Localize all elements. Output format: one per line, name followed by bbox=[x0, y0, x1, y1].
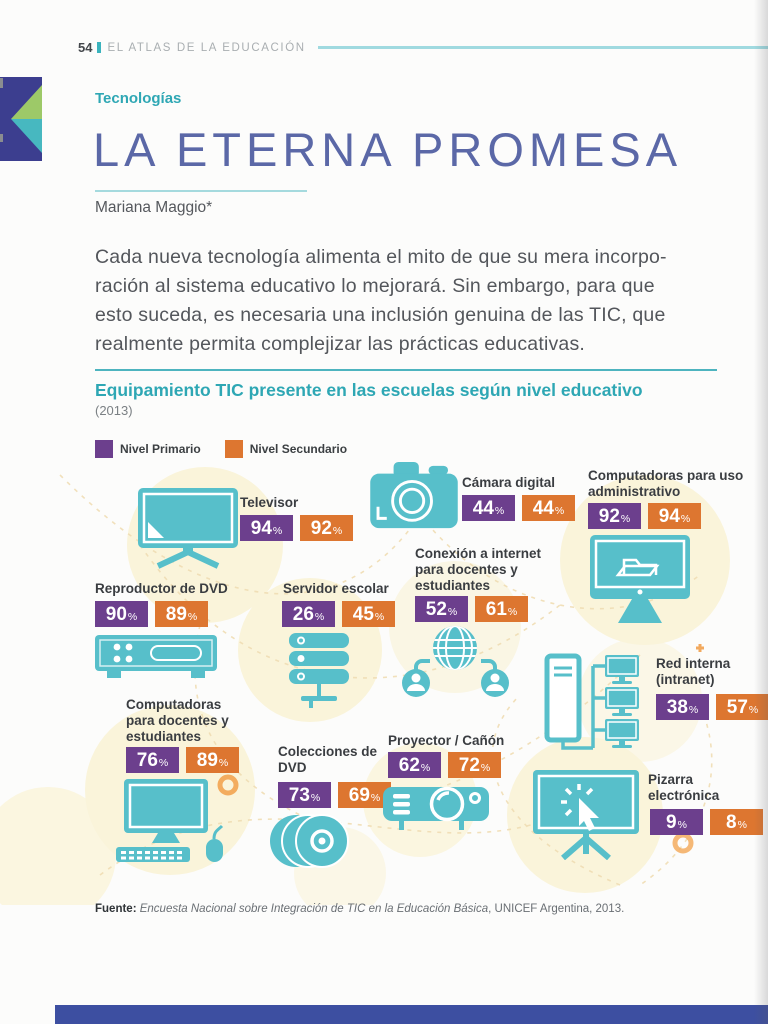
item-label-admin: Computadoras para uso administrativo bbox=[588, 468, 744, 499]
page-number: 54 bbox=[78, 40, 93, 55]
page-title: LA ETERNA PROMESA bbox=[93, 123, 683, 176]
item-values-pizarra: 9% 8% bbox=[650, 809, 763, 835]
item-label-servidor: Servidor escolar bbox=[283, 581, 389, 596]
item-label-red-interna: Red interna (intranet) bbox=[656, 656, 731, 687]
item-values-admin: 92% 94% bbox=[588, 503, 701, 529]
value-secundario: 89% bbox=[186, 747, 239, 773]
value-primario: 76% bbox=[126, 747, 179, 773]
value-secundario: 44% bbox=[522, 495, 575, 521]
item-label-comp-docentes: Computadoras para docentes y estudiantes bbox=[126, 697, 229, 744]
value-secundario: 8% bbox=[710, 809, 763, 835]
legend-label: Nivel Secundario bbox=[249, 442, 348, 456]
source-text-rest: , UNICEF Argentina, 2013. bbox=[488, 903, 625, 915]
value-primario: 90% bbox=[95, 601, 148, 627]
item-label-colecciones: Colecciones de DVD bbox=[278, 744, 378, 775]
next-page-edge bbox=[55, 1005, 768, 1024]
value-secundario: 92% bbox=[300, 515, 353, 541]
value-primario: 52% bbox=[415, 596, 468, 622]
author-byline: Mariana Maggio* bbox=[95, 199, 213, 216]
value-secundario: 45% bbox=[342, 601, 395, 627]
intro-line: esto suceda, es necesaria una inclusión … bbox=[95, 304, 666, 326]
value-primario: 62% bbox=[388, 752, 441, 778]
projector-icon bbox=[383, 786, 489, 830]
header-tick-icon bbox=[97, 42, 102, 53]
item-values-red-interna: 38% 57% bbox=[656, 694, 768, 720]
chart-title: Equipamiento TIC presente en las escuela… bbox=[95, 380, 643, 400]
desktop-computer-icon bbox=[116, 779, 224, 862]
item-values-proyector: 62% 72% bbox=[388, 752, 501, 778]
item-label-internet: Conexión a internet para docentes y estu… bbox=[415, 546, 542, 593]
legend-swatch-primario bbox=[95, 440, 113, 458]
server-icon bbox=[289, 633, 349, 708]
item-values-comp-docentes: 76% 89% bbox=[126, 747, 239, 773]
value-primario: 26% bbox=[282, 601, 335, 627]
item-values-televisor: 94% 92% bbox=[240, 515, 353, 541]
item-label-televisor: Televisor bbox=[240, 495, 299, 510]
source-line: Fuente: Encuesta Nacional sobre Integrac… bbox=[95, 903, 624, 915]
dvd-player-icon bbox=[95, 635, 217, 678]
header-rule bbox=[317, 46, 768, 49]
section-divider bbox=[95, 369, 717, 371]
value-secundario: 69% bbox=[338, 782, 391, 808]
book-logo-icon bbox=[0, 77, 42, 161]
intro-line: realmente permita complejizar las prácti… bbox=[95, 333, 586, 355]
camera-icon bbox=[370, 462, 458, 529]
intro-paragraph: Cada nueva tecnología alimenta el mito d… bbox=[95, 243, 725, 359]
legend-primario: Nivel Primario bbox=[95, 440, 201, 458]
intro-line: Cada nueva tecnología alimenta el mito d… bbox=[95, 246, 667, 268]
monitor-folder-icon bbox=[590, 535, 690, 623]
value-primario: 92% bbox=[588, 503, 641, 529]
chart-legend: Nivel Primario Nivel Secundario bbox=[95, 440, 347, 458]
title-underline bbox=[95, 190, 307, 192]
value-secundario: 72% bbox=[448, 752, 501, 778]
item-label-pizarra: Pizarra electrónica bbox=[648, 772, 720, 803]
legend-label: Nivel Primario bbox=[120, 442, 201, 456]
legend-secundario: Nivel Secundario bbox=[224, 440, 348, 458]
registration-mark bbox=[0, 134, 3, 142]
dvd-discs-icon bbox=[270, 814, 349, 868]
item-values-internet: 52% 61% bbox=[415, 596, 528, 622]
intro-line: ración al sistema educativo lo mejorará.… bbox=[95, 275, 655, 297]
item-values-reproductor: 90% 89% bbox=[95, 601, 208, 627]
value-primario: 38% bbox=[656, 694, 709, 720]
intranet-network-icon bbox=[544, 653, 639, 750]
item-label-camara: Cámara digital bbox=[462, 475, 556, 490]
legend-swatch-secundario bbox=[224, 440, 243, 458]
item-label-reproductor: Reproductor de DVD bbox=[95, 581, 228, 596]
section-label: Tecnologías bbox=[95, 90, 182, 107]
item-values-servidor: 26% 45% bbox=[282, 601, 395, 627]
value-primario: 73% bbox=[278, 782, 331, 808]
value-primario: 9% bbox=[650, 809, 703, 835]
value-secundario: 57% bbox=[716, 694, 768, 720]
page-header: 54 EL ATLAS DE LA EDUCACIÓN bbox=[78, 40, 768, 55]
infographic-board: Televisor 94% 92% Cámara digital 44% 44%… bbox=[0, 455, 768, 905]
scan-edge-shadow bbox=[754, 0, 768, 1024]
registration-mark bbox=[0, 78, 3, 88]
value-secundario: 94% bbox=[648, 503, 701, 529]
item-values-colecciones: 73% 69% bbox=[278, 782, 391, 808]
source-label: Fuente: bbox=[95, 903, 137, 915]
value-primario: 44% bbox=[462, 495, 515, 521]
value-primario: 94% bbox=[240, 515, 293, 541]
tv-icon bbox=[138, 488, 238, 569]
internet-globe-icon bbox=[402, 626, 509, 697]
value-secundario: 61% bbox=[475, 596, 528, 622]
item-label-proyector: Proyector / Cañón bbox=[388, 733, 505, 748]
whiteboard-icon bbox=[533, 770, 639, 860]
source-text-italic: Encuesta Nacional sobre Integración de T… bbox=[139, 903, 489, 915]
book-title: EL ATLAS DE LA EDUCACIÓN bbox=[107, 41, 306, 54]
chart-year: (2013) bbox=[95, 403, 133, 418]
item-values-camara: 44% 44% bbox=[462, 495, 575, 521]
value-secundario: 89% bbox=[155, 601, 208, 627]
